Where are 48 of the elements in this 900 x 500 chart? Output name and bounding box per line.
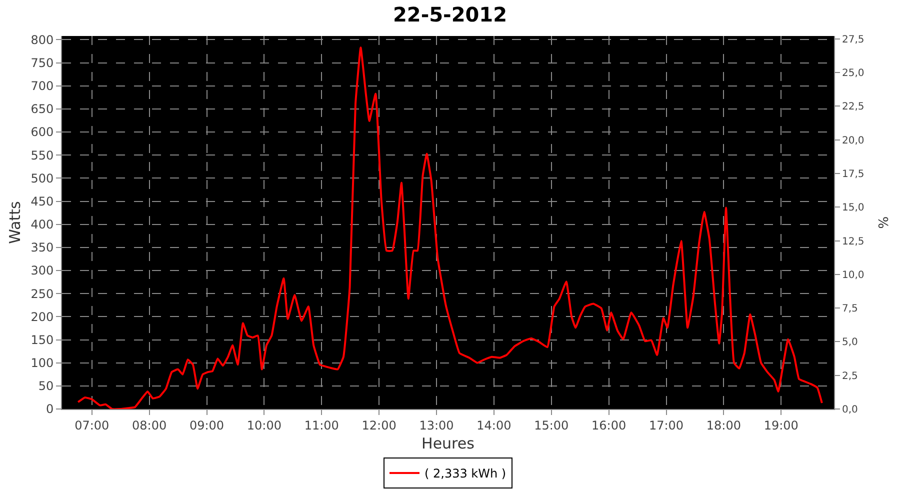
- y2-tick-label: 10,0: [842, 270, 864, 281]
- x-tick-label: 16:00: [592, 418, 626, 432]
- y2-tick-label: 15,0: [842, 202, 864, 214]
- y-tick-label: 350: [30, 240, 54, 255]
- x-tick-label: 08:00: [132, 418, 167, 432]
- y2-tick-label: 20,0: [842, 135, 864, 146]
- chart-title: 22-5-2012: [392, 2, 508, 26]
- y2-tick-label: 0,0: [842, 404, 858, 416]
- y-tick-label: 100: [30, 356, 54, 370]
- y2-tick-label: 12,5: [842, 236, 864, 248]
- x-tick-label: 17:00: [648, 418, 684, 432]
- x-tick-label: 10:00: [246, 418, 282, 432]
- y-tick-label: 50: [38, 379, 54, 394]
- y-tick-label: 250: [30, 286, 54, 301]
- y-tick-label: 400: [30, 218, 54, 232]
- x-axis-title: Heures: [422, 434, 475, 452]
- x-tick-label: 09:00: [189, 418, 224, 432]
- legend-label: ( 2,333 kWh ): [424, 466, 506, 481]
- x-tick-label: 13:00: [419, 418, 454, 432]
- y-tick-label: 650: [30, 102, 54, 116]
- y-tick-label: 0: [46, 402, 54, 416]
- y-tick-label: 600: [30, 125, 54, 140]
- y-tick-label: 500: [30, 171, 54, 186]
- y2-tick-label: 5,0: [842, 337, 858, 348]
- y-tick-label: 450: [30, 194, 54, 208]
- y2-tick-label: 27,5: [842, 34, 864, 46]
- x-tick-label: 15:00: [534, 418, 569, 432]
- x-tick-label: 18:00: [706, 418, 742, 432]
- x-tick-label: 07:00: [74, 418, 110, 432]
- x-tick-label: 14:00: [476, 418, 512, 432]
- y-tick-label: 300: [30, 264, 54, 278]
- y-tick-label: 800: [30, 32, 54, 47]
- y-tick-label: 200: [30, 310, 54, 324]
- y-tick-label: 750: [30, 56, 54, 70]
- y2-tick-label: 17,5: [842, 169, 864, 180]
- y-tick-label: 150: [30, 332, 54, 347]
- line-series: [77, 46, 823, 409]
- x-tick-label: 19:00: [764, 418, 798, 432]
- y-tick-label: 700: [30, 79, 54, 94]
- y2-tick-label: 2,5: [842, 370, 858, 382]
- y-axis-title: Watts: [6, 201, 24, 244]
- y2-tick-label: 22,5: [842, 102, 864, 113]
- x-tick-label: 12:00: [362, 418, 396, 432]
- x-tick-label: 11:00: [304, 418, 339, 432]
- y-tick-label: 550: [30, 148, 54, 162]
- y2-axis-title: %: [876, 216, 892, 229]
- y2-tick-label: 7,5: [842, 304, 858, 315]
- y2-tick-label: 25,0: [842, 68, 864, 80]
